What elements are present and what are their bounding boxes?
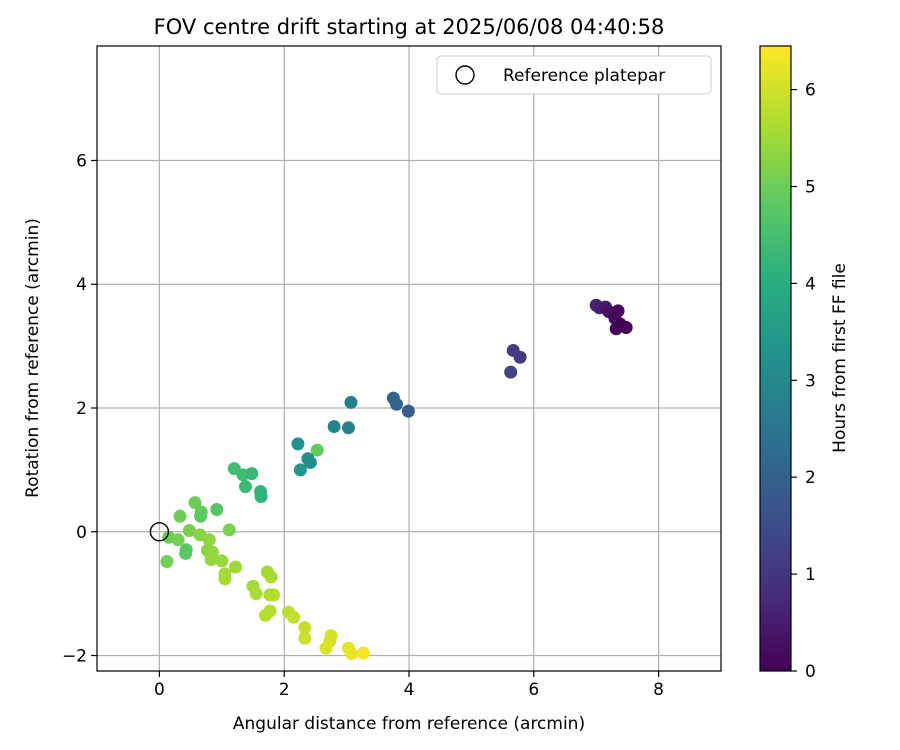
data-point — [160, 554, 174, 568]
x-tick-label: 8 — [653, 680, 664, 700]
colorbar-tick-label: 1 — [805, 565, 816, 585]
data-point — [229, 560, 243, 574]
colorbar-tick-label: 5 — [805, 178, 816, 198]
data-point — [258, 608, 272, 622]
data-point — [222, 523, 236, 537]
data-point — [182, 524, 196, 538]
data-point — [287, 610, 301, 624]
y-tick-label: 4 — [76, 275, 87, 295]
data-point — [254, 489, 268, 503]
x-tick-label: 2 — [279, 680, 290, 700]
data-point — [390, 397, 404, 411]
data-point — [293, 463, 307, 477]
x-axis-ticks: 0 2 4 6 8 — [154, 671, 664, 700]
x-tick-label: 4 — [404, 680, 415, 700]
data-points — [160, 298, 633, 661]
y-tick-label: 2 — [76, 399, 87, 419]
data-point — [345, 647, 359, 661]
data-point — [327, 420, 341, 434]
reference-platepar-marker — [149, 522, 170, 542]
data-point — [513, 350, 527, 364]
colorbar-tick-label: 4 — [805, 274, 816, 294]
data-point — [215, 554, 229, 568]
colorbar-tick-label: 2 — [805, 468, 816, 488]
data-point — [171, 533, 185, 547]
colorbar-tick-label: 3 — [805, 371, 816, 391]
data-point — [319, 641, 333, 655]
x-tick-label: 6 — [528, 680, 539, 700]
data-point — [218, 572, 232, 586]
colorbar-gradient — [759, 45, 792, 672]
data-point — [267, 588, 281, 602]
legend: Reference platepar — [436, 55, 712, 95]
y-axis-ticks: −2 0 2 4 6 — [62, 151, 97, 667]
data-point — [611, 304, 625, 318]
colorbar-tick-label: 0 — [805, 662, 816, 682]
data-point — [291, 437, 305, 451]
legend-label: Reference platepar — [503, 66, 665, 86]
colorbar-ticks: 0 1 2 3 4 5 6 — [791, 81, 816, 682]
data-point — [303, 455, 317, 469]
data-point — [245, 467, 259, 481]
legend-marker-open-circle — [455, 65, 475, 85]
colorbar: 0 1 2 3 4 5 6 Hours from first FF file — [759, 45, 850, 682]
x-tick-label: 0 — [154, 680, 165, 700]
data-point — [341, 421, 355, 435]
data-point — [401, 404, 415, 418]
colorbar-label: Hours from first FF file — [830, 263, 850, 453]
data-point — [504, 365, 518, 379]
data-point — [204, 553, 218, 567]
x-axis-label: Angular distance from reference (arcmin) — [233, 714, 585, 734]
data-point — [298, 631, 312, 645]
data-point — [264, 570, 278, 584]
legend-frame — [436, 55, 712, 95]
data-point — [249, 587, 263, 601]
data-point — [344, 395, 358, 409]
y-tick-label: 6 — [76, 151, 87, 171]
data-point — [173, 509, 187, 523]
data-point — [298, 621, 312, 635]
data-point — [188, 496, 202, 510]
data-point — [310, 443, 324, 457]
y-tick-label: 0 — [76, 523, 87, 543]
data-point — [356, 646, 370, 660]
chart-title: FOV centre drift starting at 2025/06/08 … — [154, 15, 665, 39]
data-point — [202, 533, 216, 547]
grid — [97, 46, 721, 671]
data-point — [179, 546, 193, 560]
colorbar-tick-label: 6 — [805, 81, 816, 101]
data-point — [239, 480, 253, 494]
data-point — [619, 321, 633, 335]
data-point — [194, 509, 208, 523]
reference-marker-group — [149, 522, 170, 542]
y-tick-label: −2 — [62, 647, 87, 667]
y-axis-label: Rotation from reference (arcmin) — [23, 218, 43, 498]
data-point — [210, 502, 224, 516]
